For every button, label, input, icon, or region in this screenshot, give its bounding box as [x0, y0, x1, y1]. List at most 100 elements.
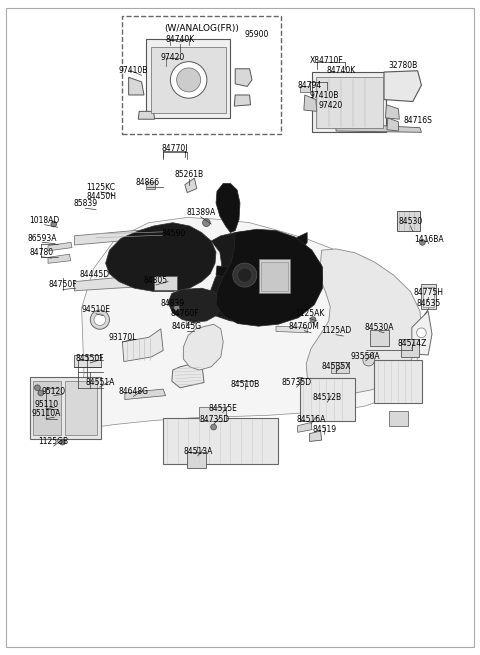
- Polygon shape: [276, 326, 308, 333]
- Bar: [397, 211, 420, 231]
- Bar: [401, 339, 419, 357]
- Text: 84805: 84805: [144, 276, 168, 285]
- Polygon shape: [185, 178, 197, 193]
- Bar: [300, 86, 310, 92]
- Polygon shape: [186, 316, 195, 326]
- Text: 1125KC: 1125KC: [86, 183, 115, 192]
- Text: 32780B: 32780B: [389, 61, 418, 70]
- Text: 84645G: 84645G: [172, 322, 202, 331]
- Text: 84515E: 84515E: [208, 403, 237, 413]
- Text: 84648G: 84648G: [119, 387, 148, 396]
- Circle shape: [51, 221, 57, 227]
- Text: 84535X: 84535X: [321, 362, 351, 371]
- Text: 84740K: 84740K: [166, 35, 194, 44]
- Bar: [146, 182, 155, 189]
- Bar: [33, 381, 61, 435]
- Bar: [374, 360, 422, 403]
- Bar: [163, 418, 278, 464]
- Text: 85261B: 85261B: [174, 170, 203, 179]
- Text: 97420: 97420: [318, 101, 342, 110]
- Text: 84512B: 84512B: [313, 393, 342, 402]
- Polygon shape: [387, 118, 398, 131]
- Circle shape: [170, 62, 207, 98]
- Bar: [151, 47, 226, 113]
- Text: 84839: 84839: [161, 299, 185, 308]
- Text: 1125AK: 1125AK: [295, 309, 324, 318]
- Circle shape: [363, 354, 374, 366]
- Polygon shape: [183, 324, 223, 370]
- Text: 84780: 84780: [29, 248, 53, 257]
- Polygon shape: [138, 111, 155, 119]
- Text: 95120: 95120: [42, 386, 66, 396]
- Circle shape: [94, 314, 106, 326]
- Polygon shape: [336, 123, 421, 132]
- Polygon shape: [122, 329, 163, 362]
- Polygon shape: [310, 431, 322, 441]
- Bar: [300, 378, 355, 421]
- Circle shape: [203, 219, 210, 227]
- Polygon shape: [106, 223, 216, 291]
- Text: 84514Z: 84514Z: [397, 339, 427, 348]
- Text: 84445D: 84445D: [79, 270, 109, 279]
- Bar: [389, 411, 408, 426]
- Polygon shape: [412, 311, 432, 355]
- Text: 95110: 95110: [34, 400, 58, 409]
- Polygon shape: [125, 389, 166, 400]
- Text: 86593A: 86593A: [27, 234, 57, 243]
- Text: 84866: 84866: [135, 178, 159, 187]
- Polygon shape: [216, 229, 323, 326]
- Text: 85735D: 85735D: [282, 378, 312, 387]
- Text: 97420: 97420: [161, 53, 185, 62]
- Bar: [154, 276, 177, 290]
- Polygon shape: [210, 231, 323, 322]
- Text: 84590: 84590: [162, 229, 186, 238]
- Circle shape: [38, 390, 44, 396]
- Text: 97410B: 97410B: [119, 66, 148, 75]
- Polygon shape: [298, 422, 312, 432]
- Text: (W/ANALOG(FR)): (W/ANALOG(FR)): [164, 24, 239, 33]
- Text: 84760M: 84760M: [289, 322, 320, 331]
- Polygon shape: [216, 233, 307, 280]
- Circle shape: [60, 440, 65, 445]
- Text: 84550F: 84550F: [76, 354, 105, 363]
- Bar: [122, 16, 281, 134]
- Text: 1018AD: 1018AD: [29, 215, 60, 225]
- Text: 93550A: 93550A: [351, 352, 381, 361]
- Polygon shape: [48, 242, 72, 251]
- Text: 1125GB: 1125GB: [39, 437, 69, 446]
- Polygon shape: [74, 278, 138, 291]
- Bar: [421, 284, 436, 309]
- Bar: [146, 39, 230, 118]
- Circle shape: [420, 240, 425, 245]
- Bar: [259, 259, 290, 293]
- Polygon shape: [74, 217, 421, 432]
- Text: 84794: 84794: [298, 81, 322, 90]
- Polygon shape: [216, 183, 240, 233]
- Circle shape: [417, 328, 426, 337]
- Bar: [199, 407, 226, 421]
- Polygon shape: [168, 288, 221, 322]
- Text: 84735D: 84735D: [199, 415, 229, 424]
- Text: 84510B: 84510B: [230, 380, 259, 389]
- Text: 94510E: 94510E: [82, 305, 110, 314]
- Text: 95900: 95900: [245, 29, 269, 39]
- Polygon shape: [172, 362, 204, 388]
- Circle shape: [233, 263, 257, 287]
- Bar: [30, 377, 101, 439]
- Polygon shape: [74, 229, 189, 245]
- Bar: [261, 262, 288, 291]
- Circle shape: [90, 310, 109, 329]
- Circle shape: [211, 424, 216, 430]
- Polygon shape: [48, 254, 71, 263]
- Polygon shape: [385, 105, 399, 119]
- Bar: [187, 452, 206, 468]
- Text: 1125AD: 1125AD: [321, 326, 351, 335]
- Polygon shape: [129, 77, 144, 95]
- Text: 1416BA: 1416BA: [414, 234, 444, 244]
- Polygon shape: [235, 69, 252, 86]
- Bar: [65, 381, 97, 435]
- Text: 81389A: 81389A: [186, 208, 215, 217]
- Bar: [423, 287, 434, 307]
- Text: 84716S: 84716S: [403, 116, 432, 125]
- Text: 84770J: 84770J: [162, 143, 189, 153]
